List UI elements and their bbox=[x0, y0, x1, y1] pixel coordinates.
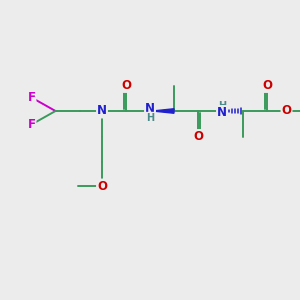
Text: F: F bbox=[28, 118, 35, 131]
Text: N: N bbox=[145, 102, 155, 115]
Text: N: N bbox=[217, 106, 227, 119]
Text: H: H bbox=[146, 112, 154, 123]
Text: O: O bbox=[193, 130, 203, 143]
Text: H: H bbox=[218, 100, 226, 111]
Text: O: O bbox=[97, 179, 107, 193]
Text: F: F bbox=[28, 91, 35, 104]
Text: O: O bbox=[121, 79, 131, 92]
Text: N: N bbox=[97, 104, 107, 118]
Polygon shape bbox=[152, 109, 174, 113]
Text: O: O bbox=[281, 104, 292, 118]
Text: O: O bbox=[262, 79, 272, 92]
